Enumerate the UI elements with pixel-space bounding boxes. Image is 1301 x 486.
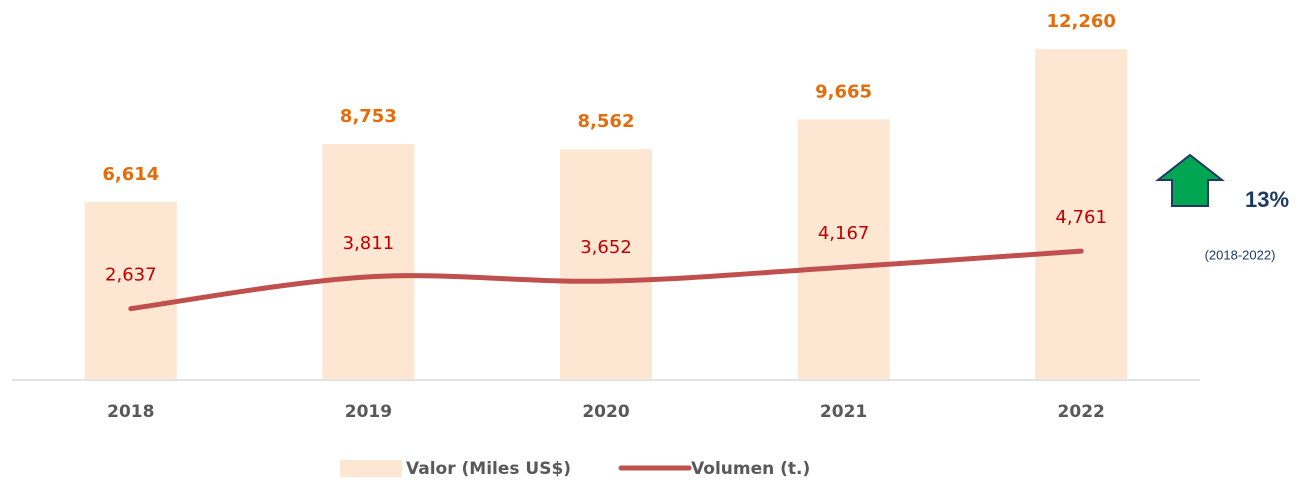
up-arrow	[1155, 153, 1225, 207]
x-tick-label: 2018	[107, 402, 154, 422]
bar	[558, 147, 654, 381]
bar	[82, 199, 179, 381]
bar-value-label: 12,260	[1046, 11, 1115, 32]
x-tick-label: 2021	[820, 402, 867, 422]
line-value-label: 3,811	[343, 233, 395, 254]
legend-label: Valor (Miles US$)	[406, 459, 571, 479]
growth-period: (2018-2022)	[1205, 247, 1276, 262]
bar-value-label: 8,753	[340, 106, 397, 127]
bar-value-label: 9,665	[815, 81, 872, 102]
legend-label: Volumen (t.)	[691, 459, 810, 479]
growth-label: 13%	[1245, 187, 1289, 212]
legend-swatch	[340, 460, 402, 477]
line-value-label: 2,637	[105, 265, 157, 286]
bar	[1033, 47, 1130, 382]
bar-value-label: 6,614	[102, 164, 159, 185]
x-tick-label: 2020	[582, 402, 629, 422]
line	[128, 248, 1084, 312]
line-value-label: 4,167	[818, 223, 870, 244]
bar	[795, 117, 892, 381]
x-tick-label: 2019	[345, 402, 392, 422]
bar-value-label: 8,562	[578, 111, 635, 132]
bar	[320, 142, 417, 381]
line-value-label: 3,652	[580, 237, 632, 258]
x-tick-label: 2022	[1058, 402, 1105, 422]
line-value-label: 4,761	[1055, 207, 1107, 228]
